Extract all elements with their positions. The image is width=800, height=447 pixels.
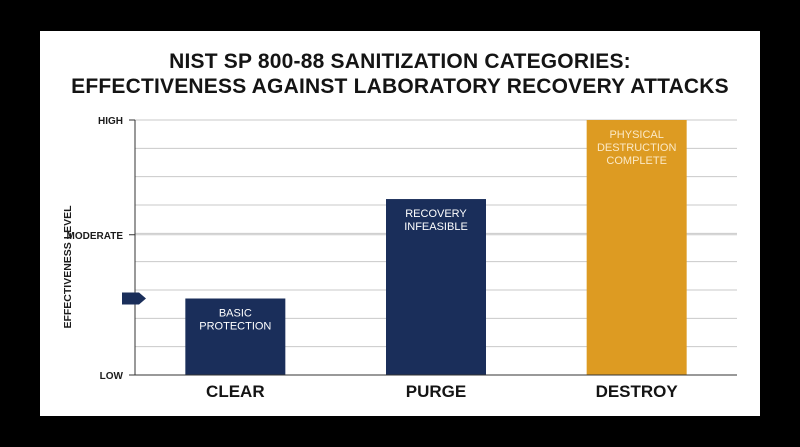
category-labels: CLEAR PURGE DESTROY (206, 382, 678, 401)
y-tick-label: LOW (100, 371, 124, 382)
chart-panel: NIST SP 800-88 SANITIZATION CATEGORIES: … (40, 31, 760, 416)
y-tick-labels: HIGH MODERATE LOW (67, 116, 135, 382)
chart-title: NIST SP 800-88 SANITIZATION CATEGORIES: … (40, 49, 760, 99)
axes (122, 120, 737, 376)
bar-label-clear: BASIC (219, 308, 252, 320)
chart-title-line-2: EFFECTIVENESS AGAINST LABORATORY RECOVER… (71, 75, 729, 98)
y-axis-label: EFFECTIVENESS LEVEL (62, 205, 74, 329)
bar-label-destroy: PHYSICAL (609, 129, 663, 141)
y-tick-label: HIGH (98, 116, 123, 127)
y-tick-label: MODERATE (67, 231, 124, 242)
bar-label-purge: INFEASIBLE (404, 221, 468, 233)
bar-purge (386, 199, 486, 375)
category-label-destroy: DESTROY (596, 382, 679, 401)
bar-label-purge: RECOVERY (405, 208, 467, 220)
bar-label-clear: PROTECTION (199, 321, 271, 333)
category-label-purge: PURGE (406, 382, 466, 401)
bar-label-destroy: DESTRUCTION (597, 142, 677, 154)
bar-destroy (586, 120, 687, 375)
bar-label-destroy: COMPLETE (606, 155, 667, 167)
category-label-clear: CLEAR (206, 382, 265, 401)
bar-clear (185, 298, 286, 375)
chart-title-line-1: NIST SP 800-88 SANITIZATION CATEGORIES: (169, 50, 631, 73)
y-axis-marker-arrow (122, 292, 146, 305)
